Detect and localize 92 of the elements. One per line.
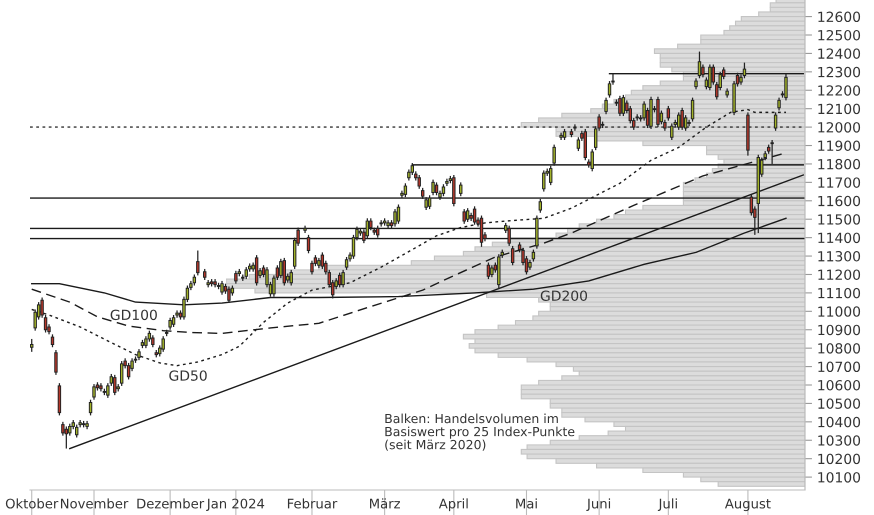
candlestick [75,424,78,438]
y-tick-label: 12200 [818,85,860,96]
y-tick-label: 11400 [818,232,860,244]
candlestick [279,258,283,279]
y-tick-label: 11000 [818,306,860,317]
y-tick-label: 11500 [818,214,860,225]
y-tick-label: 11900 [818,140,860,151]
y-tick-label: 12600 [818,12,860,22]
y-tick-label: 10400 [818,416,860,428]
candlestick [434,182,438,196]
candlestick [30,338,34,352]
candlestick [344,256,348,270]
candlestick [510,245,514,266]
x-tick-label: Juni [586,498,610,511]
candlestick [203,268,206,281]
x-tick-label: Dezember [137,498,204,509]
y-tick-label: 11700 [818,177,860,188]
candlestick [486,262,490,280]
y-tick-label: 11100 [818,288,860,298]
y-tick-label: 12300 [818,66,860,78]
candlestick [172,314,176,328]
candlestick [151,334,155,348]
candlestick [126,362,130,380]
y-tick-label: 11600 [818,196,860,206]
x-tick-label: April [438,498,468,512]
candlestick [88,399,92,416]
y-tick-label: 11800 [818,158,860,170]
candlestick [92,383,96,400]
candlestick [317,257,321,269]
x-tick-label: August [724,498,771,512]
y-tick-label: 10500 [818,398,860,409]
candlestick [341,269,345,288]
y-tick-label: 11300 [818,251,860,262]
candlestick [462,208,466,224]
candlestick [338,272,342,288]
candlestick [694,78,698,90]
candlestick [532,248,536,262]
x-tick-label: Juli [658,498,677,511]
candlestick [604,97,608,115]
y-tick-label: 12000 [818,122,860,133]
annotation: Balken: Handelsvolumen im Basiswert pro 25 Index-Punkte (seit März 2020) [385,414,574,451]
candlestick [50,334,54,348]
candlestick [774,112,778,132]
candlestick [137,348,141,361]
y-tick-label: 12400 [818,48,860,59]
candlestick [618,95,622,117]
annotation: GD100 [110,310,157,320]
candlestick [622,94,626,117]
candlestick [113,374,116,396]
annotation: GD50 [169,370,207,381]
candlestick [725,88,729,98]
x-tick-label: November [60,498,128,509]
x-tick-label: Jan 2024 [206,498,264,511]
candlestick [528,259,532,270]
y-tick-label: 10800 [818,343,860,354]
candlestick [431,178,435,196]
candlestick [290,269,293,286]
y-tick-label: 10900 [818,324,860,336]
candlestick [282,257,286,286]
x-tick-label: März [370,498,400,509]
candlestick [244,266,248,280]
candlestick [64,426,68,450]
candlestick [690,97,694,122]
candlestick [196,250,200,276]
candlestick [472,206,476,226]
y-tick-label: 12100 [818,104,860,114]
candlestick [162,336,165,352]
candlestick [120,360,124,387]
candlestick [542,170,546,192]
y-tick-label: 12500 [818,30,860,40]
candlestick [168,317,172,330]
x-tick-label: Mai [516,498,537,509]
y-tick-label: 11200 [818,269,860,280]
annotation: GD200 [540,290,588,301]
candlestick [466,208,470,223]
candlestick [192,274,196,286]
y-tick-label: 10600 [818,380,860,390]
candlestick [677,112,680,130]
x-tick-label: Februar [288,498,338,509]
y-tick-label: 10300 [818,435,860,446]
candlestick [418,174,421,190]
candlestick [680,107,684,130]
y-tick-label: 10200 [818,454,860,464]
candlestick [562,128,566,141]
candlestick [670,122,674,141]
x-tick-label: Oktober [6,498,58,509]
y-tick-label: 10100 [818,472,860,483]
candlestick [666,105,670,122]
candlestick [220,280,224,296]
y-tick-label: 10700 [818,362,860,372]
candlestick [234,270,238,284]
candlestick [490,264,494,278]
